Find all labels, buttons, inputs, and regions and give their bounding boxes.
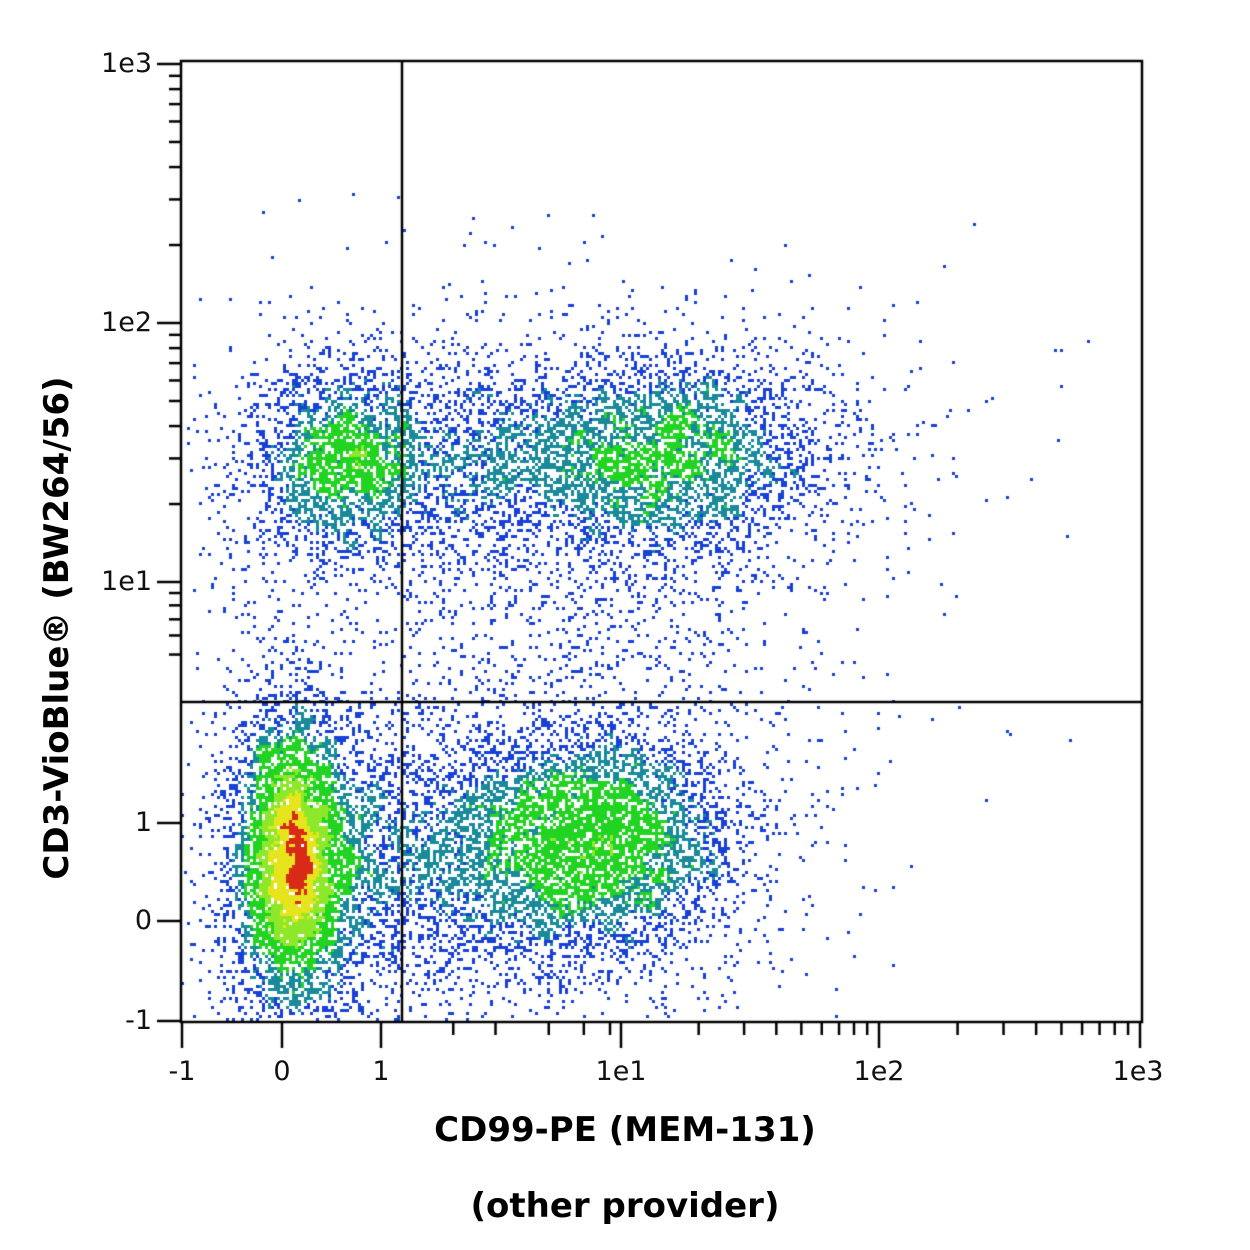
x-axis-subtitle: (other provider) [470, 1186, 780, 1226]
x-tick-label: 0 [273, 1056, 291, 1087]
y-tick-label: 1e1 [101, 566, 152, 597]
y-tick-label: -1 [125, 1005, 152, 1036]
x-axis-title: CD99-PE (MEM-131) [434, 1110, 816, 1150]
y-tick-label: 1 [134, 807, 152, 838]
y-tick-label: 1e2 [101, 307, 152, 338]
y-tick-label: 1e3 [101, 48, 152, 79]
x-tick-label: 1 [372, 1056, 390, 1087]
y-tick-label: 0 [134, 905, 152, 936]
x-tick-label: -1 [168, 1056, 196, 1087]
y-axis-title: CD3-VioBlue® (BW264/56) [37, 376, 77, 880]
x-tick-label: 1e2 [853, 1056, 905, 1087]
x-tick-label: 1e1 [595, 1056, 647, 1087]
x-tick-label: 1e3 [1112, 1056, 1164, 1087]
